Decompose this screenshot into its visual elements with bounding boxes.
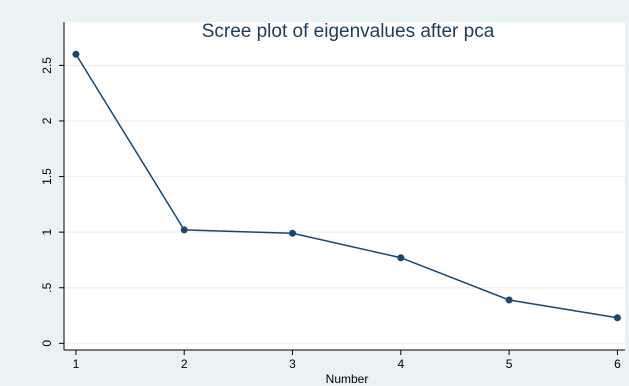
data-point xyxy=(289,230,296,237)
data-point xyxy=(181,226,188,233)
data-point xyxy=(614,314,621,321)
chart-title: Scree plot of eigenvalues after pca xyxy=(202,21,495,42)
x-tick-label: 6 xyxy=(614,357,621,371)
data-point xyxy=(72,51,79,58)
y-tick-label: 1.5 xyxy=(40,168,54,185)
x-tick-label: 1 xyxy=(73,357,80,371)
y-tick-label: 2 xyxy=(40,117,54,124)
x-tick-label: 3 xyxy=(289,357,296,371)
y-tick-label: .5 xyxy=(40,282,54,292)
x-tick-label: 5 xyxy=(506,357,513,371)
y-tick-label: 1 xyxy=(40,228,54,235)
page: Scree plot of eigenvalues after pca Numb… xyxy=(0,0,629,386)
data-point xyxy=(397,254,404,261)
x-axis-title: Number xyxy=(326,372,369,386)
y-tick-label: 0 xyxy=(40,340,54,347)
x-tick-label: 4 xyxy=(397,357,404,371)
data-point xyxy=(506,296,513,303)
x-tick-label: 2 xyxy=(181,357,188,371)
chart: Scree plot of eigenvalues after pca Numb… xyxy=(0,0,629,386)
y-tick-label: 2.5 xyxy=(40,57,54,74)
plot-area xyxy=(64,22,625,350)
